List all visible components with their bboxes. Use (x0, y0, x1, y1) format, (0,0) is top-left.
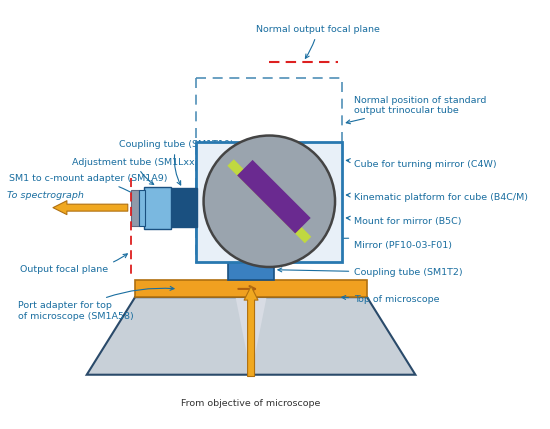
Text: Mirror (PF10-03-F01): Mirror (PF10-03-F01) (322, 238, 452, 250)
Text: Port adapter for top
of microscope (SM1A58): Port adapter for top of microscope (SM1A… (18, 287, 174, 320)
Bar (130, 190, 139, 226)
Polygon shape (237, 160, 311, 233)
Bar (139, 190, 145, 226)
Text: Adjustment tube (SM1Lxx): Adjustment tube (SM1Lxx) (72, 157, 199, 184)
Circle shape (204, 136, 335, 267)
Text: Normal output focal plane: Normal output focal plane (256, 25, 379, 58)
Text: Top of microscope: Top of microscope (342, 295, 439, 304)
Polygon shape (227, 159, 311, 243)
Bar (196, 142, 342, 263)
Text: Kinematic platform for cube (B4C/M): Kinematic platform for cube (B4C/M) (346, 193, 528, 202)
Bar (144, 187, 170, 229)
Text: Mount for mirror (B5C): Mount for mirror (B5C) (346, 216, 461, 226)
Polygon shape (87, 297, 415, 375)
Bar (170, 188, 197, 227)
Polygon shape (135, 280, 367, 297)
Text: Coupling tube (SM1T2): Coupling tube (SM1T2) (278, 268, 463, 277)
Text: To spectrograph: To spectrograph (7, 191, 84, 200)
Bar (196, 78, 342, 263)
Text: Cube for turning mirror (C4W): Cube for turning mirror (C4W) (346, 159, 497, 169)
Polygon shape (235, 297, 267, 375)
Text: Coupling tube (SM1T10): Coupling tube (SM1T10) (119, 140, 234, 185)
Text: From objective of microscope: From objective of microscope (182, 399, 321, 408)
Text: SM1 to c-mount adapter (SM1A9): SM1 to c-mount adapter (SM1A9) (9, 174, 168, 195)
Text: Normal position of standard
output trinocular tube: Normal position of standard output trino… (346, 96, 487, 124)
Text: Output focal plane: Output focal plane (20, 254, 127, 274)
Bar (228, 263, 274, 280)
